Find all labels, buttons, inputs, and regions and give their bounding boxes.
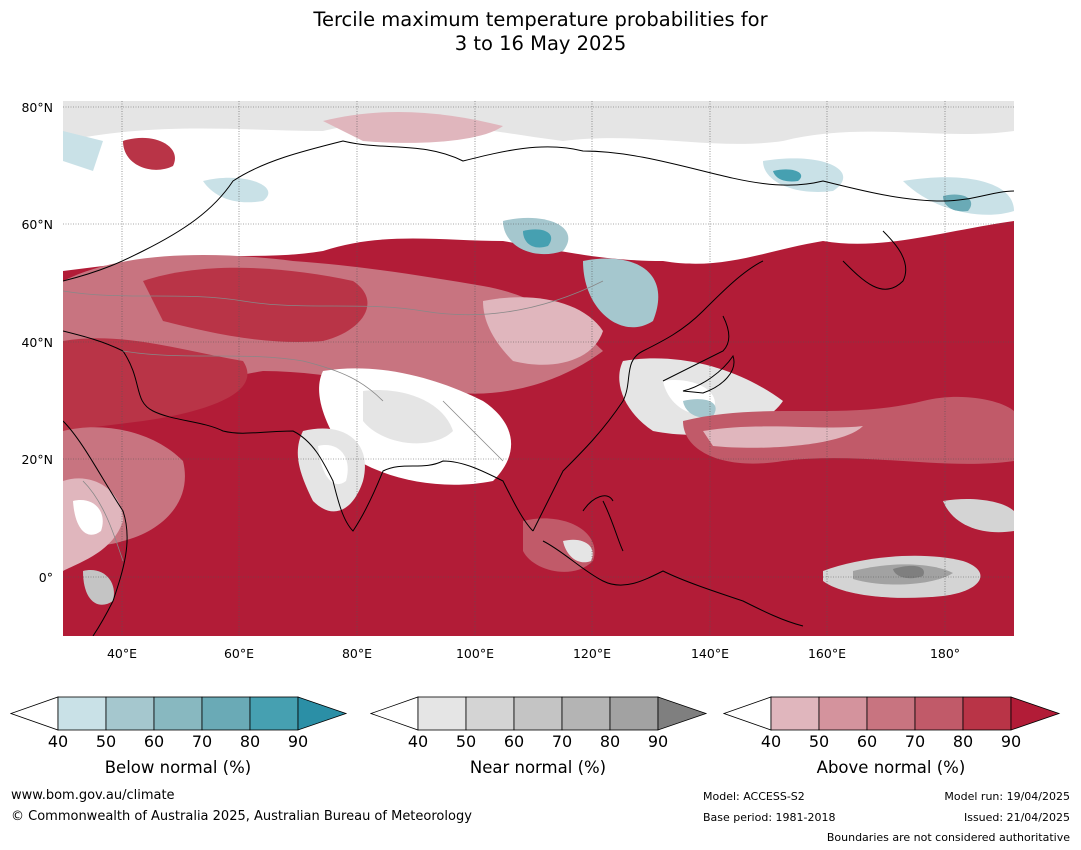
lon-label-100e: 100°E — [455, 646, 494, 661]
tick: 40 — [47, 732, 69, 751]
colorbar-segment — [818, 696, 868, 731]
colorbar-segment — [561, 696, 611, 731]
lon-label-80e: 80°E — [341, 646, 373, 661]
lon-label-140e: 140°E — [690, 646, 729, 661]
lon-label-180: 180° — [929, 646, 961, 661]
tick: 70 — [191, 732, 213, 751]
colorbar-lower-extend — [9, 696, 59, 731]
colorbar-below-svg — [9, 696, 348, 731]
tick: 60 — [856, 732, 878, 751]
disclaimer-text: Boundaries are not considered authoritat… — [826, 831, 1070, 844]
colorbar-segment — [201, 696, 251, 731]
colorbar-near-label: Near normal (%) — [469, 758, 607, 777]
colorbar-segment — [57, 696, 107, 731]
tick: 90 — [287, 732, 309, 751]
tick: 50 — [455, 732, 477, 751]
map-canvas — [63, 101, 1014, 636]
tick: 80 — [599, 732, 621, 751]
colorbar-segment — [914, 696, 964, 731]
colorbar-segment — [417, 696, 467, 731]
probability-map[interactable] — [63, 101, 1014, 636]
lat-label-60n: 60°N — [21, 217, 53, 232]
tick: 90 — [647, 732, 669, 751]
colorbar-near-normal — [369, 696, 710, 736]
issued-text: Issued: 21/04/2025 — [963, 811, 1070, 824]
tick: 40 — [407, 732, 429, 751]
colorbar-near-svg — [369, 696, 708, 731]
colorbar-below-label: Below normal (%) — [104, 758, 252, 777]
colorbar-upper-extend — [657, 696, 708, 731]
colorbar-segment — [249, 696, 299, 731]
lon-label-120e: 120°E — [572, 646, 611, 661]
base-period-text: Base period: 1981-2018 — [703, 811, 836, 824]
title-line-1: Tercile maximum temperature probabilitie… — [313, 8, 768, 31]
colorbar-segment — [513, 696, 563, 731]
lon-label-160e: 160°E — [807, 646, 846, 661]
colorbar-above-svg — [722, 696, 1061, 731]
lon-label-60e: 60°E — [223, 646, 255, 661]
colorbar-segment — [609, 696, 659, 731]
colorbar-lower-extend — [722, 696, 772, 731]
lat-label-80n: 80°N — [21, 100, 53, 115]
tick: 50 — [808, 732, 830, 751]
tick: 50 — [95, 732, 117, 751]
colorbar-segment — [153, 696, 203, 731]
lat-label-20n: 20°N — [21, 452, 53, 467]
colorbar-segment — [962, 696, 1012, 731]
tick: 80 — [239, 732, 261, 751]
copyright-text: © Commonwealth of Australia 2025, Austra… — [11, 809, 472, 824]
colorbar-upper-extend — [1010, 696, 1061, 731]
website-link[interactable]: www.bom.gov.au/climate — [11, 788, 175, 803]
lat-label-0: 0° — [38, 570, 53, 585]
colorbar-segment — [770, 696, 820, 731]
tick: 90 — [1000, 732, 1022, 751]
chart-title: Tercile maximum temperature probabilitie… — [0, 8, 1081, 56]
model-text: Model: ACCESS-S2 — [703, 790, 805, 803]
tick: 60 — [503, 732, 525, 751]
tick: 70 — [904, 732, 926, 751]
title-line-2: 3 to 16 May 2025 — [454, 32, 627, 55]
colorbar-segment — [866, 696, 916, 731]
colorbar-above-label: Above normal (%) — [816, 758, 966, 777]
colorbar-lower-extend — [369, 696, 419, 731]
colorbar-below-normal — [9, 696, 350, 736]
lat-label-40n: 40°N — [21, 335, 53, 350]
tick: 70 — [551, 732, 573, 751]
tick: 60 — [143, 732, 165, 751]
colorbar-upper-extend — [297, 696, 348, 731]
colorbar-segment — [465, 696, 515, 731]
model-run-text: Model run: 19/04/2025 — [944, 790, 1070, 803]
colorbar-above-normal — [722, 696, 1063, 736]
tick: 40 — [760, 732, 782, 751]
lon-label-40e: 40°E — [106, 646, 138, 661]
colorbar-segment — [105, 696, 155, 731]
tick: 80 — [952, 732, 974, 751]
